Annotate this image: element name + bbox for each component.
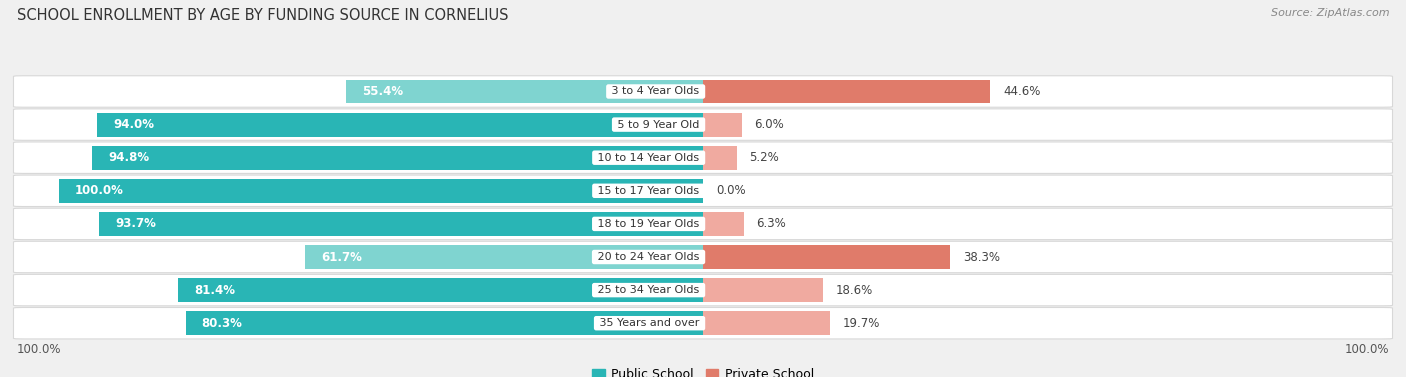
FancyBboxPatch shape xyxy=(14,241,1392,273)
Text: 61.7%: 61.7% xyxy=(322,250,363,264)
Text: 35 Years and over: 35 Years and over xyxy=(596,318,703,328)
Bar xyxy=(97,113,703,136)
Bar xyxy=(100,212,703,236)
Text: 93.7%: 93.7% xyxy=(115,218,156,230)
Bar xyxy=(186,311,703,335)
Bar xyxy=(179,278,703,302)
FancyBboxPatch shape xyxy=(14,76,1392,107)
FancyBboxPatch shape xyxy=(14,308,1392,339)
Bar xyxy=(305,245,703,269)
Text: 81.4%: 81.4% xyxy=(194,284,236,297)
Text: 15 to 17 Year Olds: 15 to 17 Year Olds xyxy=(595,186,703,196)
Text: 6.0%: 6.0% xyxy=(755,118,785,131)
Bar xyxy=(703,113,742,136)
Text: 5.2%: 5.2% xyxy=(749,151,779,164)
FancyBboxPatch shape xyxy=(14,109,1392,140)
FancyBboxPatch shape xyxy=(14,208,1392,240)
Text: 10 to 14 Year Olds: 10 to 14 Year Olds xyxy=(595,153,703,163)
Text: 19.7%: 19.7% xyxy=(842,317,880,330)
Text: 80.3%: 80.3% xyxy=(201,317,242,330)
Text: 100.0%: 100.0% xyxy=(1344,343,1389,356)
Bar xyxy=(59,179,703,203)
Legend: Public School, Private School: Public School, Private School xyxy=(588,363,818,377)
Bar xyxy=(703,146,737,170)
Text: 3 to 4 Year Olds: 3 to 4 Year Olds xyxy=(609,86,703,97)
Text: SCHOOL ENROLLMENT BY AGE BY FUNDING SOURCE IN CORNELIUS: SCHOOL ENROLLMENT BY AGE BY FUNDING SOUR… xyxy=(17,8,509,23)
Text: 94.0%: 94.0% xyxy=(114,118,155,131)
Text: Source: ZipAtlas.com: Source: ZipAtlas.com xyxy=(1271,8,1389,18)
Bar xyxy=(703,212,744,236)
Text: 0.0%: 0.0% xyxy=(716,184,745,197)
Text: 44.6%: 44.6% xyxy=(1004,85,1040,98)
FancyBboxPatch shape xyxy=(14,142,1392,173)
Text: 18.6%: 18.6% xyxy=(835,284,873,297)
Text: 38.3%: 38.3% xyxy=(963,250,1000,264)
Bar xyxy=(703,311,830,335)
Text: 55.4%: 55.4% xyxy=(363,85,404,98)
Text: 20 to 24 Year Olds: 20 to 24 Year Olds xyxy=(595,252,703,262)
Bar xyxy=(93,146,703,170)
Text: 94.8%: 94.8% xyxy=(108,151,149,164)
Bar xyxy=(703,80,990,103)
FancyBboxPatch shape xyxy=(14,175,1392,207)
FancyBboxPatch shape xyxy=(14,274,1392,306)
Text: 100.0%: 100.0% xyxy=(17,343,62,356)
Text: 100.0%: 100.0% xyxy=(75,184,124,197)
Text: 5 to 9 Year Old: 5 to 9 Year Old xyxy=(614,120,703,130)
Text: 25 to 34 Year Olds: 25 to 34 Year Olds xyxy=(595,285,703,295)
Text: 6.3%: 6.3% xyxy=(756,218,786,230)
Text: 18 to 19 Year Olds: 18 to 19 Year Olds xyxy=(595,219,703,229)
Bar xyxy=(703,245,950,269)
Bar xyxy=(703,278,823,302)
Bar xyxy=(346,80,703,103)
